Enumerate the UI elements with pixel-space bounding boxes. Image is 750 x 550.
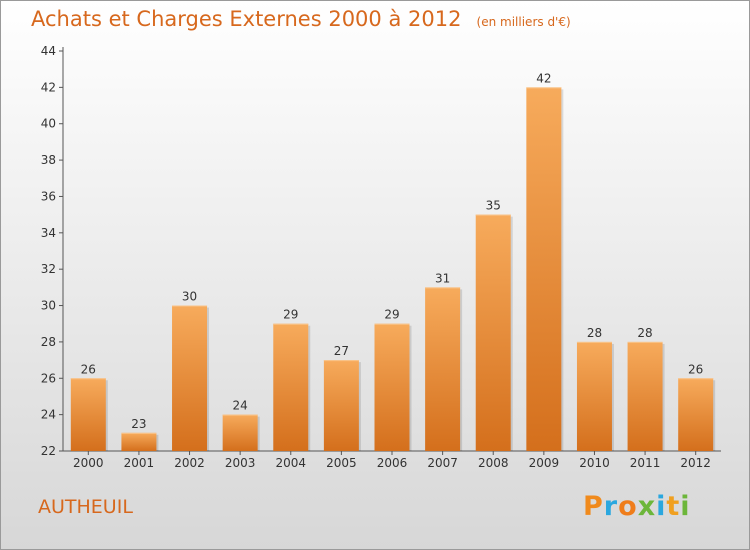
bar [70,378,106,451]
chart-title: Achats et Charges Externes 2000 à 2012 (… [31,7,571,31]
x-tick-label: 2000 [73,456,104,470]
brand-letter: o [618,491,638,522]
brand-letter: i [680,491,691,522]
bar-value-label: 26 [81,362,96,376]
brand-letter: P [583,491,604,522]
bar-value-label: 24 [233,399,248,413]
bar-value-label: 28 [587,326,602,340]
chart-unit-label: (en milliers d'€) [476,15,571,29]
y-tick-label: 30 [41,299,56,313]
bar [425,287,461,451]
bar [475,214,511,451]
brand-letter: i [656,491,667,522]
x-tick-label: 2006 [377,456,408,470]
y-tick-label: 44 [41,44,56,58]
y-tick-label: 34 [41,226,56,240]
proxiti-logo[interactable]: Proxiti [583,491,691,522]
x-tick-label: 2002 [174,456,205,470]
x-tick-label: 2012 [680,456,711,470]
bar [526,87,562,451]
y-tick-label: 42 [41,80,56,94]
bar-value-label: 29 [283,308,298,322]
bar-value-label: 28 [637,326,652,340]
bar-value-label: 30 [182,290,197,304]
y-tick-label: 40 [41,117,56,131]
bar [273,323,309,451]
y-tick-label: 36 [41,189,56,203]
bar [576,341,612,451]
x-tick-label: 2009 [529,456,560,470]
y-tick-label: 24 [41,408,56,422]
bar-value-label: 26 [688,362,703,376]
x-tick-label: 2001 [124,456,155,470]
y-tick-label: 22 [41,444,56,458]
bar-value-label: 23 [131,417,146,431]
bar-value-label: 35 [486,199,501,213]
y-tick-label: 28 [41,335,56,349]
chart-title-text: Achats et Charges Externes 2000 à 2012 [31,7,462,31]
x-tick-label: 2004 [275,456,306,470]
x-tick-label: 2010 [579,456,610,470]
brand-letter: x [637,491,657,522]
y-tick-label: 38 [41,153,56,167]
bar [121,432,157,451]
x-tick-label: 2011 [630,456,661,470]
bar [678,378,714,451]
x-tick-label: 2003 [225,456,256,470]
y-tick-label: 26 [41,371,56,385]
bar-value-label: 42 [536,71,551,85]
bar-value-label: 31 [435,271,450,285]
brand-letter: t [666,491,681,522]
city-name: AUTHEUIL [38,496,133,518]
y-tick-label: 32 [41,262,56,276]
x-tick-label: 2008 [478,456,509,470]
bar-value-label: 29 [384,308,399,322]
brand-letter: r [603,491,619,522]
bar [627,341,663,451]
x-tick-label: 2007 [427,456,458,470]
bar [323,360,359,451]
bar [172,305,208,451]
x-tick-label: 2005 [326,456,357,470]
bar-value-label: 27 [334,344,349,358]
bar [222,414,258,451]
bar [374,323,410,451]
